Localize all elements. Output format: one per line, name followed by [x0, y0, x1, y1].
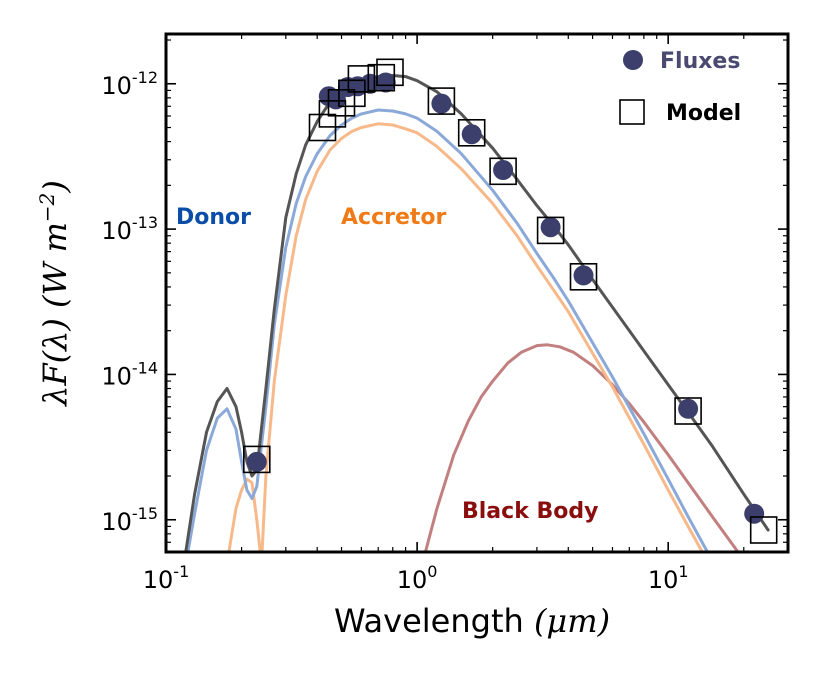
legend-model-marker — [619, 99, 645, 125]
legend-model-label: Model — [666, 101, 741, 126]
legend-flux-marker — [623, 50, 643, 70]
y-tick-label: 10-12 — [101, 68, 158, 100]
donor-annotation: Donor — [176, 205, 251, 230]
model-point — [536, 216, 565, 245]
model-point — [318, 100, 347, 128]
x-tick-label: 100 — [397, 562, 438, 594]
flux-point — [493, 160, 514, 180]
flux-point — [573, 265, 594, 286]
model-point — [489, 157, 517, 186]
donor-series-line — [186, 108, 710, 552]
flux-point — [246, 451, 267, 472]
model-point — [569, 262, 598, 291]
accretor-annotation: Accretor — [341, 205, 447, 230]
plot-area: 10-1 100 101 10-15 10-14 10-13 10-12 — [101, 32, 790, 594]
accretor-series-line — [227, 122, 705, 552]
plot-frame — [164, 32, 790, 554]
x-axis-label: Wavelength (μm) — [334, 602, 610, 640]
y-tick-label: 10-15 — [101, 504, 158, 536]
x-axis-label-text: Wavelength — [334, 602, 524, 640]
y-axis-label-text: λF(λ) (W m — [36, 222, 74, 408]
flux-point — [375, 72, 396, 93]
flux-point — [678, 398, 699, 419]
x-axis-label-unit: (μm) — [534, 602, 610, 640]
model-series-line — [184, 74, 770, 552]
model-point — [457, 119, 486, 147]
y-tick-label: 10-14 — [101, 358, 158, 390]
flux-point — [325, 89, 346, 110]
y-tick-label: 10-13 — [101, 213, 158, 245]
model-point — [327, 89, 356, 117]
model-point — [376, 58, 404, 87]
model-point — [338, 79, 366, 108]
model-point — [749, 516, 778, 544]
legend: Fluxes Model — [619, 49, 741, 126]
tick-layer: 10-1 100 101 10-15 10-14 10-13 10-12 — [101, 34, 788, 594]
x-tick-label: 10-1 — [143, 562, 190, 594]
model-point — [243, 445, 271, 474]
blackbody-annotation: Black Body — [462, 499, 598, 524]
flux-point — [431, 93, 452, 114]
model-point — [367, 63, 396, 92]
x-tick-label: 101 — [648, 562, 689, 594]
model-point — [674, 397, 702, 425]
marker-layer — [243, 58, 778, 544]
y-axis-label: λF(λ) (W m−2) — [35, 180, 74, 408]
svg-text:λF(λ) (W m−2): λF(λ) (W m−2) — [35, 180, 74, 408]
svg-text:Wavelength (μm): Wavelength (μm) — [334, 602, 610, 640]
legend-flux-label: Fluxes — [660, 49, 740, 74]
model-point — [347, 65, 376, 93]
flux-point — [461, 124, 482, 145]
blackbody-series-line — [423, 343, 740, 552]
model-point — [427, 87, 456, 115]
y-axis-label-close: ) — [36, 180, 74, 193]
flux-point — [744, 503, 765, 524]
y-axis-label-exp: −2 — [35, 193, 59, 222]
flux-point — [540, 217, 561, 238]
